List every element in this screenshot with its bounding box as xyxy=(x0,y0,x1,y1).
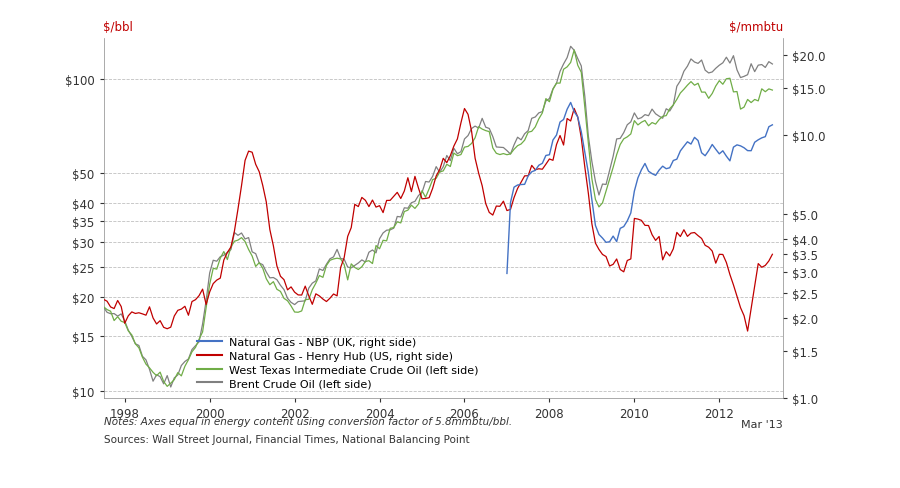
Legend: Natural Gas - NBP (UK, right side), Natural Gas - Henry Hub (US, right side), We: Natural Gas - NBP (UK, right side), Natu… xyxy=(197,337,478,388)
Text: Mar '13: Mar '13 xyxy=(742,419,783,429)
Text: $/mmbtu: $/mmbtu xyxy=(729,20,783,34)
Text: Sources: Wall Street Journal, Financial Times, National Balancing Point: Sources: Wall Street Journal, Financial … xyxy=(104,434,469,444)
Text: 8     © 2012 The Conference Board, Inc.   |   www.conferenceboard.org: 8 © 2012 The Conference Board, Inc. | ww… xyxy=(27,464,443,477)
Text: $/bbl: $/bbl xyxy=(104,20,133,34)
Text: Notes: Axes equal in energy content using conversion factor of 5.8mmbtu/bbl.: Notes: Axes equal in energy content usin… xyxy=(104,416,511,426)
Circle shape xyxy=(518,457,900,484)
